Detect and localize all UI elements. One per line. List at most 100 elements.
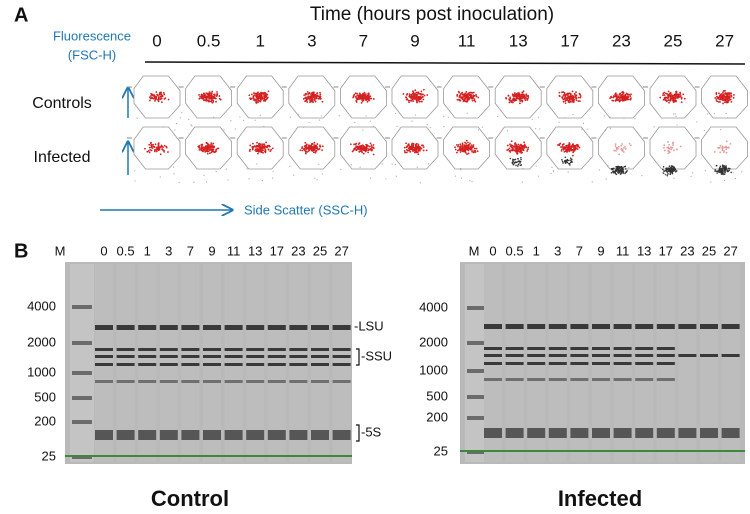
dot: [728, 92, 731, 95]
dot: [575, 91, 577, 94]
scatter-plot: [694, 126, 748, 183]
dot: [405, 151, 408, 154]
dot: [564, 102, 567, 105]
dot: [134, 170, 136, 172]
dot: [725, 140, 728, 143]
dot: [464, 92, 467, 95]
dot: [461, 145, 464, 148]
dot: [359, 93, 362, 96]
dot: [205, 95, 207, 98]
band: [311, 430, 329, 440]
timepoint-label: 1: [255, 31, 264, 50]
dot: [573, 147, 576, 150]
dot: [306, 98, 308, 101]
band: [656, 347, 675, 350]
dot: [524, 97, 526, 100]
dot: [354, 92, 357, 95]
scatter-plot: [178, 126, 233, 183]
dot: [564, 156, 567, 159]
dot: [416, 166, 418, 168]
dot: [575, 94, 578, 97]
band: [138, 430, 157, 440]
dot: [255, 148, 258, 151]
dot: [212, 142, 215, 145]
dot: [734, 177, 736, 180]
dot: [629, 144, 632, 147]
dot: [521, 146, 524, 149]
dot: [522, 90, 525, 93]
band: [548, 362, 567, 365]
dot: [304, 100, 307, 102]
dot: [358, 94, 360, 97]
timepoint-label: 7: [359, 31, 368, 50]
dot: [674, 94, 676, 97]
dot: [208, 91, 211, 93]
dot: [310, 93, 312, 96]
band: [159, 325, 178, 330]
dot: [421, 100, 423, 103]
row-label: Infected: [34, 149, 91, 166]
dot: [318, 119, 321, 121]
dot: [718, 171, 720, 174]
dot: [670, 166, 673, 169]
dot: [457, 145, 459, 148]
dot: [718, 98, 721, 101]
dot: [728, 93, 731, 96]
dot: [458, 98, 460, 101]
dot: [477, 96, 480, 99]
dot: [157, 96, 160, 99]
dot: [513, 94, 516, 97]
dot: [558, 91, 561, 94]
band: [332, 355, 351, 358]
dot: [163, 98, 166, 100]
band: [592, 378, 610, 381]
dot: [215, 100, 217, 103]
dot: [305, 145, 308, 147]
dot: [513, 159, 516, 161]
dot: [720, 173, 723, 175]
band: [570, 362, 589, 365]
dot: [471, 180, 473, 183]
dot: [249, 144, 252, 147]
dot: [569, 92, 572, 95]
dot: [254, 119, 256, 121]
dot: [723, 173, 726, 175]
scatter-plot: [488, 75, 542, 132]
dot: [415, 95, 418, 98]
timepoint-label: 3: [307, 31, 316, 50]
dot: [412, 100, 415, 102]
dot: [671, 172, 674, 175]
dot: [153, 150, 156, 153]
dot: [622, 172, 624, 174]
dot: [571, 100, 574, 103]
dot: [365, 143, 367, 146]
dot: [225, 168, 227, 170]
dot: [718, 167, 721, 170]
dot: [571, 145, 574, 147]
dot: [266, 93, 269, 96]
band: [548, 428, 567, 438]
dot: [207, 92, 209, 95]
bracket: [356, 424, 360, 442]
dot: [571, 149, 574, 151]
dot: [476, 150, 479, 153]
band: [656, 354, 675, 357]
gate: [701, 126, 748, 170]
dot: [516, 147, 518, 149]
dot: [356, 98, 359, 100]
dot: [722, 93, 725, 96]
dot: [481, 126, 483, 128]
dot: [363, 96, 366, 99]
ladder-band: [72, 341, 92, 345]
marker-label: M: [55, 243, 66, 258]
dot: [624, 168, 627, 170]
dot: [255, 100, 258, 103]
dot: [515, 94, 518, 97]
dot: [558, 121, 560, 123]
dot: [248, 94, 251, 97]
dot: [470, 144, 473, 146]
dot: [527, 146, 530, 149]
dot: [670, 94, 673, 96]
dot: [477, 129, 480, 131]
dot: [465, 146, 467, 149]
